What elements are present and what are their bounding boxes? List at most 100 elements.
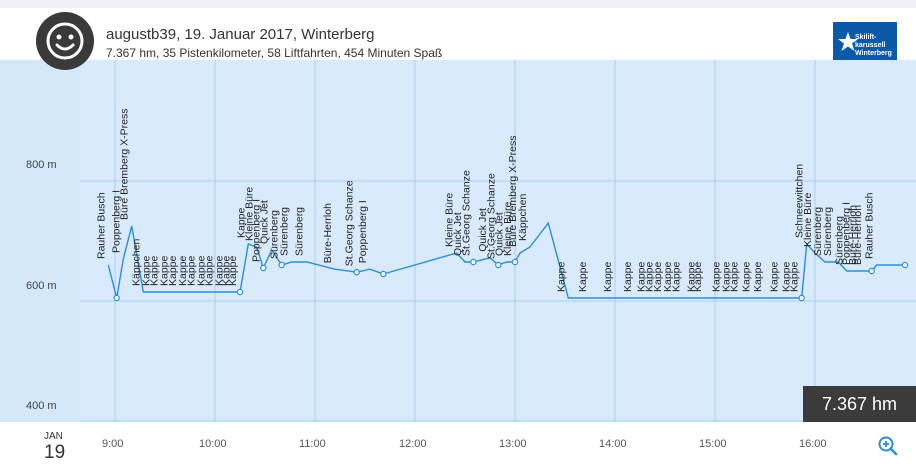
x-tick-label: 13:00 — [499, 438, 527, 450]
lift-marker[interactable] — [511, 258, 519, 266]
total-elevation-badge: 7.367 hm — [803, 386, 916, 422]
lift-name-label: Käppchen — [130, 239, 142, 286]
lift-name-label: Quick Jet — [259, 200, 271, 244]
top-strip — [0, 0, 916, 8]
lift-name-label: Kappe — [740, 261, 752, 292]
date-day: 19 — [44, 442, 66, 463]
lift-name-label: Poppenberg I — [250, 199, 262, 262]
lift-name-label: Kappe — [729, 261, 741, 292]
lift-name-label: Kleine Büre — [244, 187, 256, 241]
lift-name-label: St.Georg Schanze — [485, 173, 497, 259]
lift-marker[interactable] — [113, 294, 120, 302]
lift-name-label: Kappe — [692, 261, 704, 292]
date-month: JAN — [44, 431, 63, 442]
lift-name-label: Kappe — [780, 261, 792, 292]
lift-name-label: Kappe — [644, 261, 656, 292]
lift-name-label: Quick Jet — [477, 208, 489, 252]
lift-name-label: Kleine Büre — [802, 193, 814, 247]
lift-marker[interactable] — [798, 294, 805, 302]
lift-marker[interactable] — [236, 288, 244, 296]
smiley-face-icon — [46, 22, 84, 60]
x-tick-label: 9:00 — [102, 438, 124, 450]
zoom-in-icon — [878, 436, 898, 456]
x-tick-label: 12:00 — [399, 438, 427, 450]
lift-name-label: St.Georg Schanze — [460, 170, 472, 256]
lift-marker[interactable] — [470, 258, 477, 266]
lift-name-label: Schneewittchen — [794, 164, 806, 238]
lift-name-label: Kleine Büre — [444, 193, 456, 247]
lift-name-label: Kappe — [769, 261, 781, 292]
x-tick-label: 16:00 — [799, 438, 827, 450]
header: augustb39, 19. Januar 2017, Winterberg 7… — [0, 8, 916, 62]
lift-marker[interactable] — [353, 269, 360, 276]
lift-name-label: Poppenberg I — [110, 190, 122, 253]
lift-name-label: Kappe — [662, 261, 674, 292]
lift-name-label: Büre-Herrloh — [852, 205, 864, 265]
page-subtitle: 7.367 hm, 35 Pistenkilometer, 58 Liftfah… — [106, 46, 443, 60]
lift-name-label: Büre Bremberg X-Press — [507, 136, 519, 247]
lift-name-label: Sürenberg — [834, 216, 846, 265]
lift-name-label: Poppenberg I — [357, 200, 369, 263]
lift-name-label: Rauher Busch — [864, 192, 876, 259]
lift-name-label: Kappe — [602, 261, 614, 292]
logo-text: Skilift- karussell Winterberg — [855, 34, 892, 57]
lift-name-label: Sürenberg — [279, 207, 291, 256]
lift-name-label: Kappe — [652, 261, 664, 292]
lift-name-label: Kappe — [140, 255, 152, 286]
page-title: augustb39, 19. Januar 2017, Winterberg — [106, 26, 375, 43]
lift-name-label: Rauher Busch — [95, 192, 107, 259]
lift-marker[interactable] — [380, 270, 387, 278]
lift-name-label: Kappe — [185, 255, 197, 286]
lift-name-label: Büre-Herrloh — [322, 203, 334, 263]
lift-marker[interactable] — [901, 261, 909, 269]
lift-name-label: Kappe — [555, 261, 567, 292]
lift-name-label: Kappe — [149, 255, 161, 286]
lift-name-label: Kappe — [195, 255, 207, 286]
winterberg-logo[interactable]: Skilift- karussell Winterberg — [833, 22, 897, 62]
lift-name-label: Kappe — [220, 255, 232, 286]
lift-name-label: Kappe — [214, 255, 226, 286]
lift-name-label: Quick Jet — [494, 212, 506, 256]
lift-name-label: Kappe — [235, 207, 247, 238]
lift-name-label: Büre-Herrloh — [847, 205, 859, 265]
lift-name-label: Kappe — [635, 261, 647, 292]
time-axis — [0, 422, 916, 468]
lift-name-label: Kappe — [227, 255, 239, 286]
star-icon — [838, 32, 858, 51]
zoom-in-button[interactable] — [878, 436, 898, 456]
y-tick-label-400: 400 m — [26, 400, 57, 412]
lift-name-label: Quick Jet — [452, 212, 464, 256]
lift-name-label: Käppchen — [517, 194, 529, 241]
lift-name-label: Kappe — [720, 261, 732, 292]
lift-name-label: Kappe — [159, 255, 171, 286]
lift-name-label: Sürenberg — [294, 207, 306, 256]
lift-marker[interactable] — [868, 267, 875, 275]
y-tick-label-600: 600 m — [26, 280, 57, 292]
x-tick-label: 14:00 — [599, 438, 627, 450]
lift-name-label: Sürenberg — [269, 210, 281, 259]
x-tick-label: 15:00 — [699, 438, 727, 450]
avatar[interactable] — [36, 12, 94, 70]
plot-area — [80, 60, 916, 422]
lift-name-label: Büre Bremberg X-Press — [119, 109, 131, 220]
lift-marker[interactable] — [278, 261, 285, 269]
y-tick-label-800: 800 m — [26, 159, 57, 171]
lift-name-label: Kappe — [204, 255, 216, 286]
elevation-line — [107, 221, 905, 299]
lift-name-label: Kappe — [710, 261, 722, 292]
lift-name-label: Kappe — [789, 261, 801, 292]
lift-name-label: Kappe — [685, 261, 697, 292]
lift-name-label: Kappe — [752, 261, 764, 292]
lift-name-label: Kappe — [177, 255, 189, 286]
lift-name-label: Sürenberg — [822, 207, 834, 256]
lift-name-label: Kappe — [167, 255, 179, 286]
lift-name-label: Kleine Büre — [502, 202, 514, 256]
lift-name-label: Kappe — [622, 261, 634, 292]
lift-name-label: St.Georg Schanze — [344, 180, 356, 266]
lift-marker[interactable] — [495, 261, 502, 269]
lift-name-label: Poppenberg I — [840, 202, 852, 265]
lift-marker[interactable] — [260, 264, 267, 272]
lift-name-label: Kappe — [670, 261, 682, 292]
lift-name-label: Kappe — [577, 261, 589, 292]
